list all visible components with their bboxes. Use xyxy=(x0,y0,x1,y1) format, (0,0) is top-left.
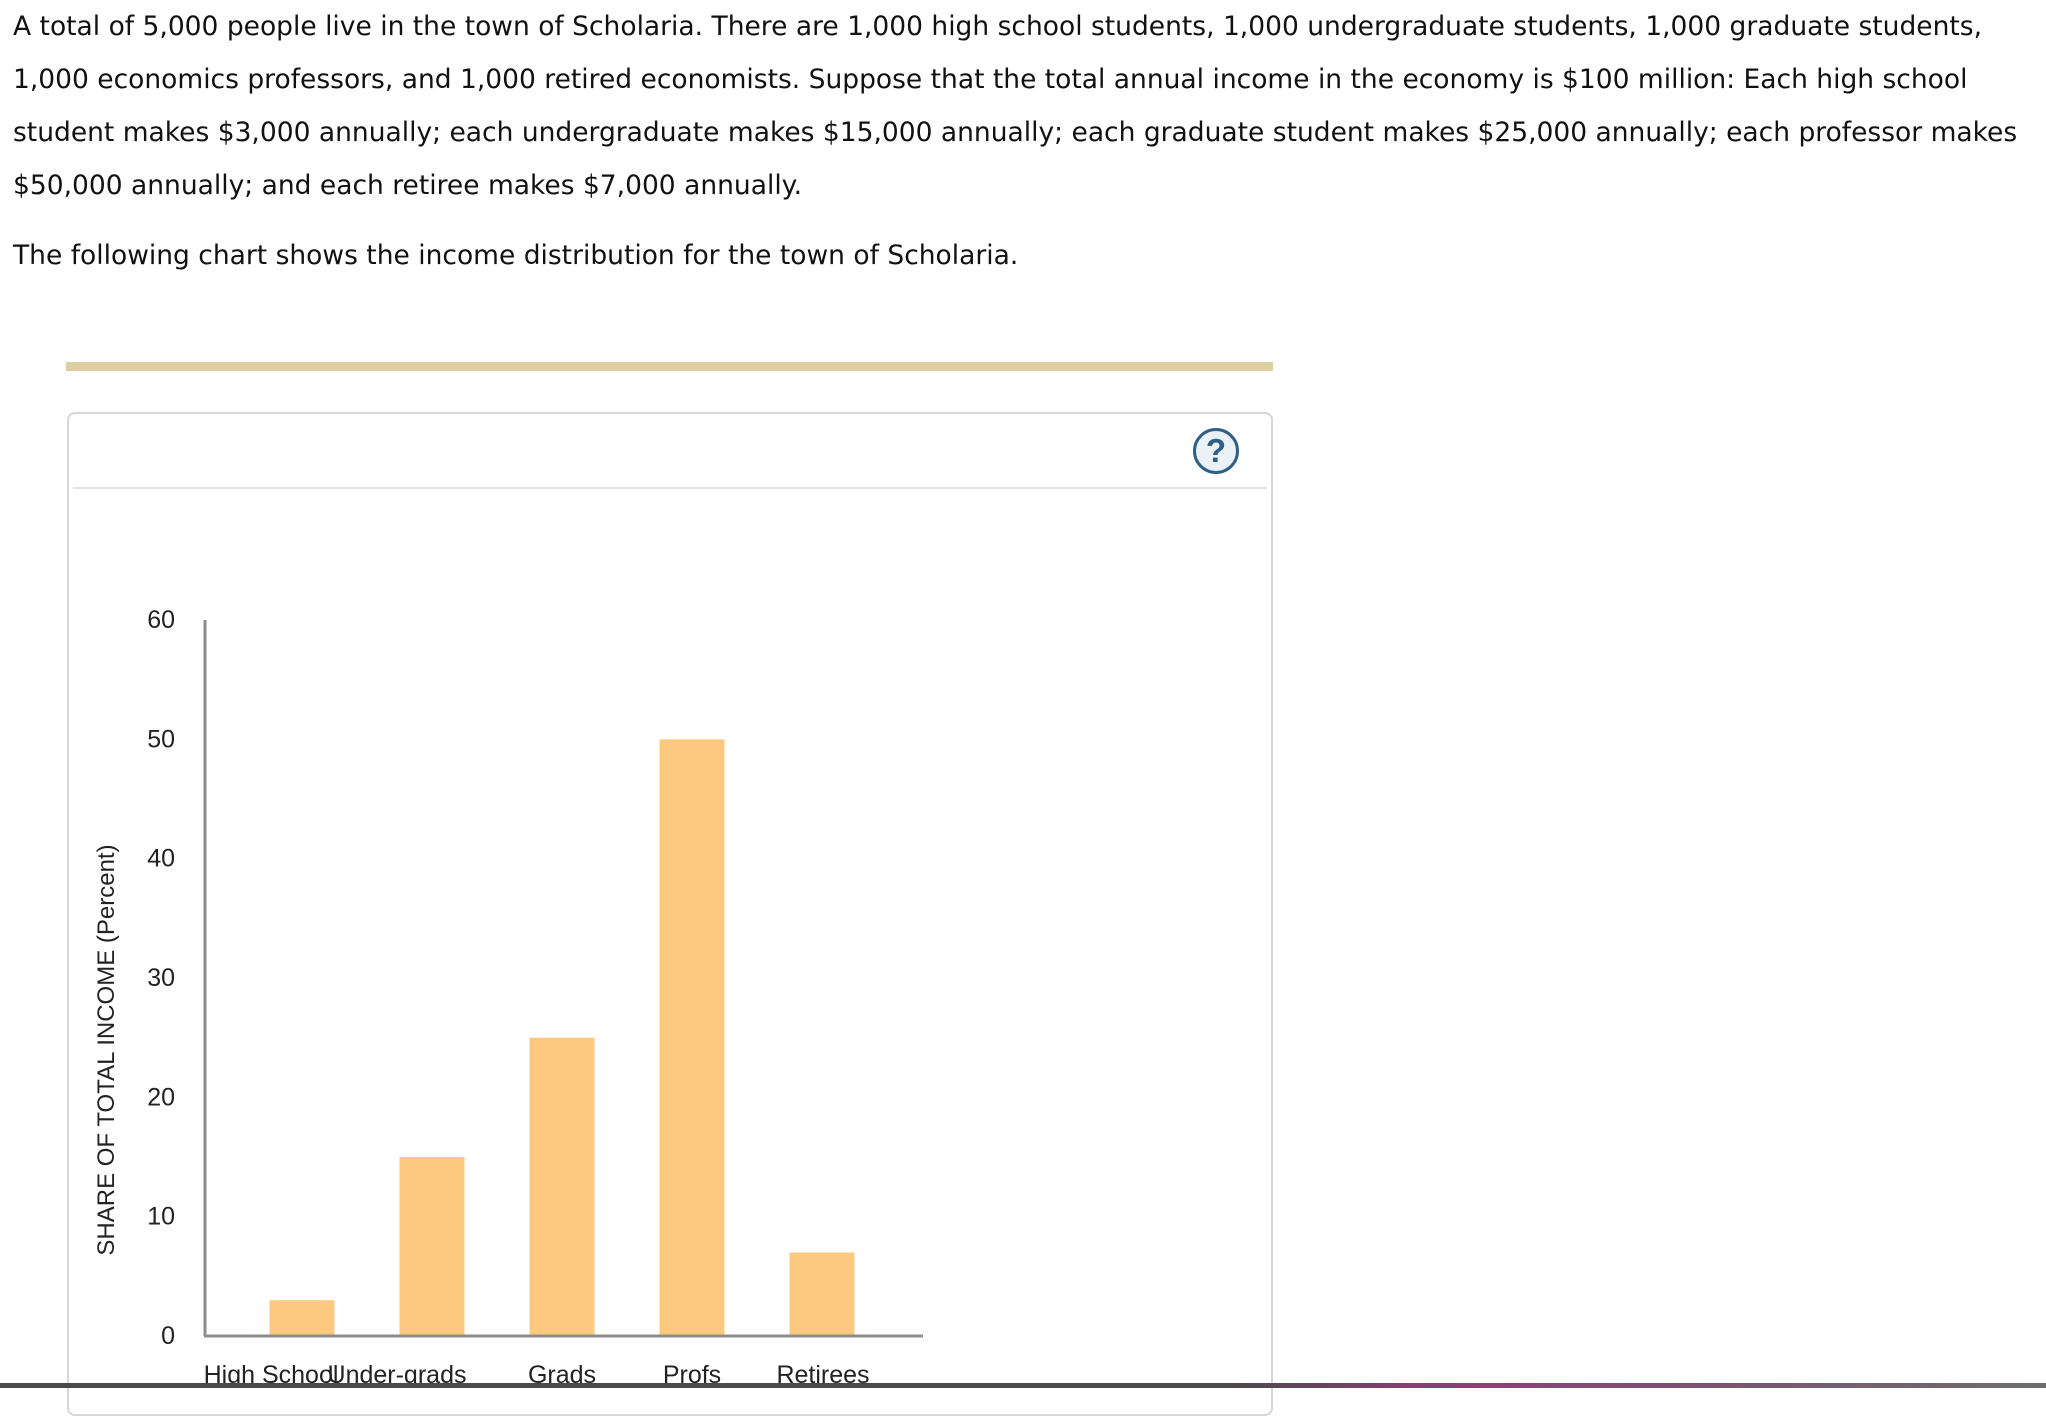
section-divider xyxy=(66,362,1273,371)
bar-profs xyxy=(659,739,725,1335)
window-bottom-edge xyxy=(0,1383,2046,1388)
y-axis-title: SHARE OF TOTAL INCOME (Percent) xyxy=(93,844,120,1255)
chart-intro-text: The following chart shows the income dis… xyxy=(13,240,1019,271)
y-tick-label: 50 xyxy=(147,725,175,753)
y-tick-label: 30 xyxy=(147,964,175,992)
y-tick-label: 20 xyxy=(147,1083,175,1111)
intro-paragraph: A total of 5,000 people live in the town… xyxy=(13,11,2018,201)
panel-header-divider xyxy=(73,487,1267,489)
help-button[interactable]: ? xyxy=(1193,428,1239,474)
y-tick-label: 40 xyxy=(147,845,175,873)
bar-grads xyxy=(529,1037,595,1335)
question-mark-icon: ? xyxy=(1205,432,1227,469)
bar-high-school xyxy=(269,1300,335,1335)
y-tick-label: 10 xyxy=(147,1203,175,1231)
bar-under-grads xyxy=(399,1157,465,1335)
y-tick-label: 0 xyxy=(161,1322,175,1350)
y-tick-label: 60 xyxy=(147,606,175,634)
bar-retirees xyxy=(789,1252,855,1335)
